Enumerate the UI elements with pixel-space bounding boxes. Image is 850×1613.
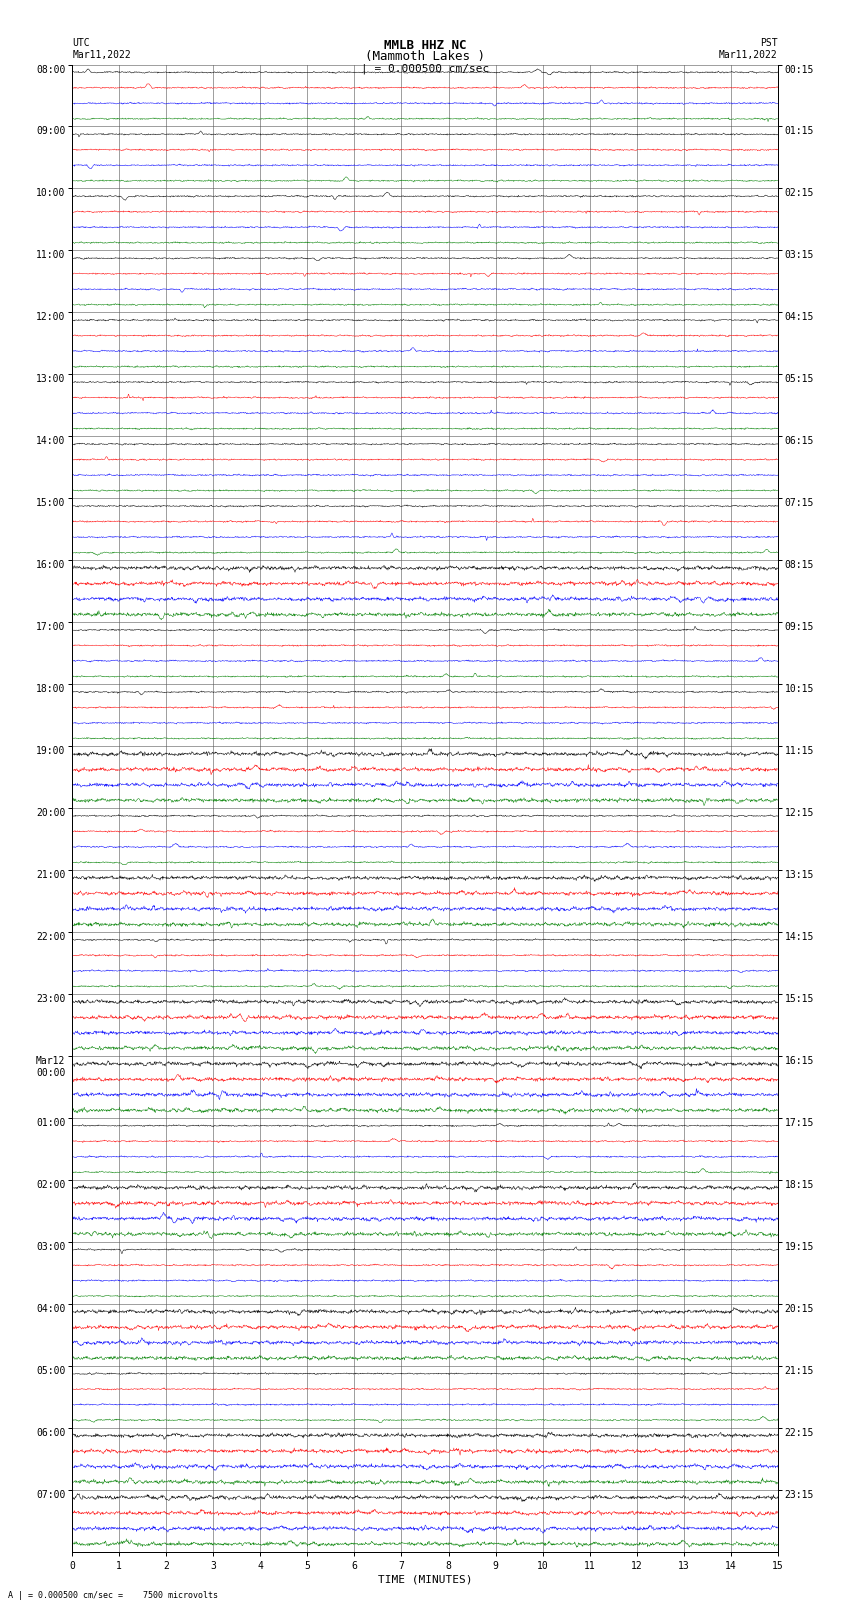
Text: PST: PST (760, 39, 778, 48)
Text: A | = 0.000500 cm/sec =    7500 microvolts: A | = 0.000500 cm/sec = 7500 microvolts (8, 1590, 218, 1600)
X-axis label: TIME (MINUTES): TIME (MINUTES) (377, 1574, 473, 1586)
Text: Mar11,2022: Mar11,2022 (72, 50, 131, 60)
Text: (Mammoth Lakes ): (Mammoth Lakes ) (365, 50, 485, 63)
Text: | = 0.000500 cm/sec: | = 0.000500 cm/sec (361, 63, 489, 74)
Text: UTC: UTC (72, 39, 90, 48)
Text: Mar11,2022: Mar11,2022 (719, 50, 778, 60)
Text: MMLB HHZ NC: MMLB HHZ NC (383, 39, 467, 52)
